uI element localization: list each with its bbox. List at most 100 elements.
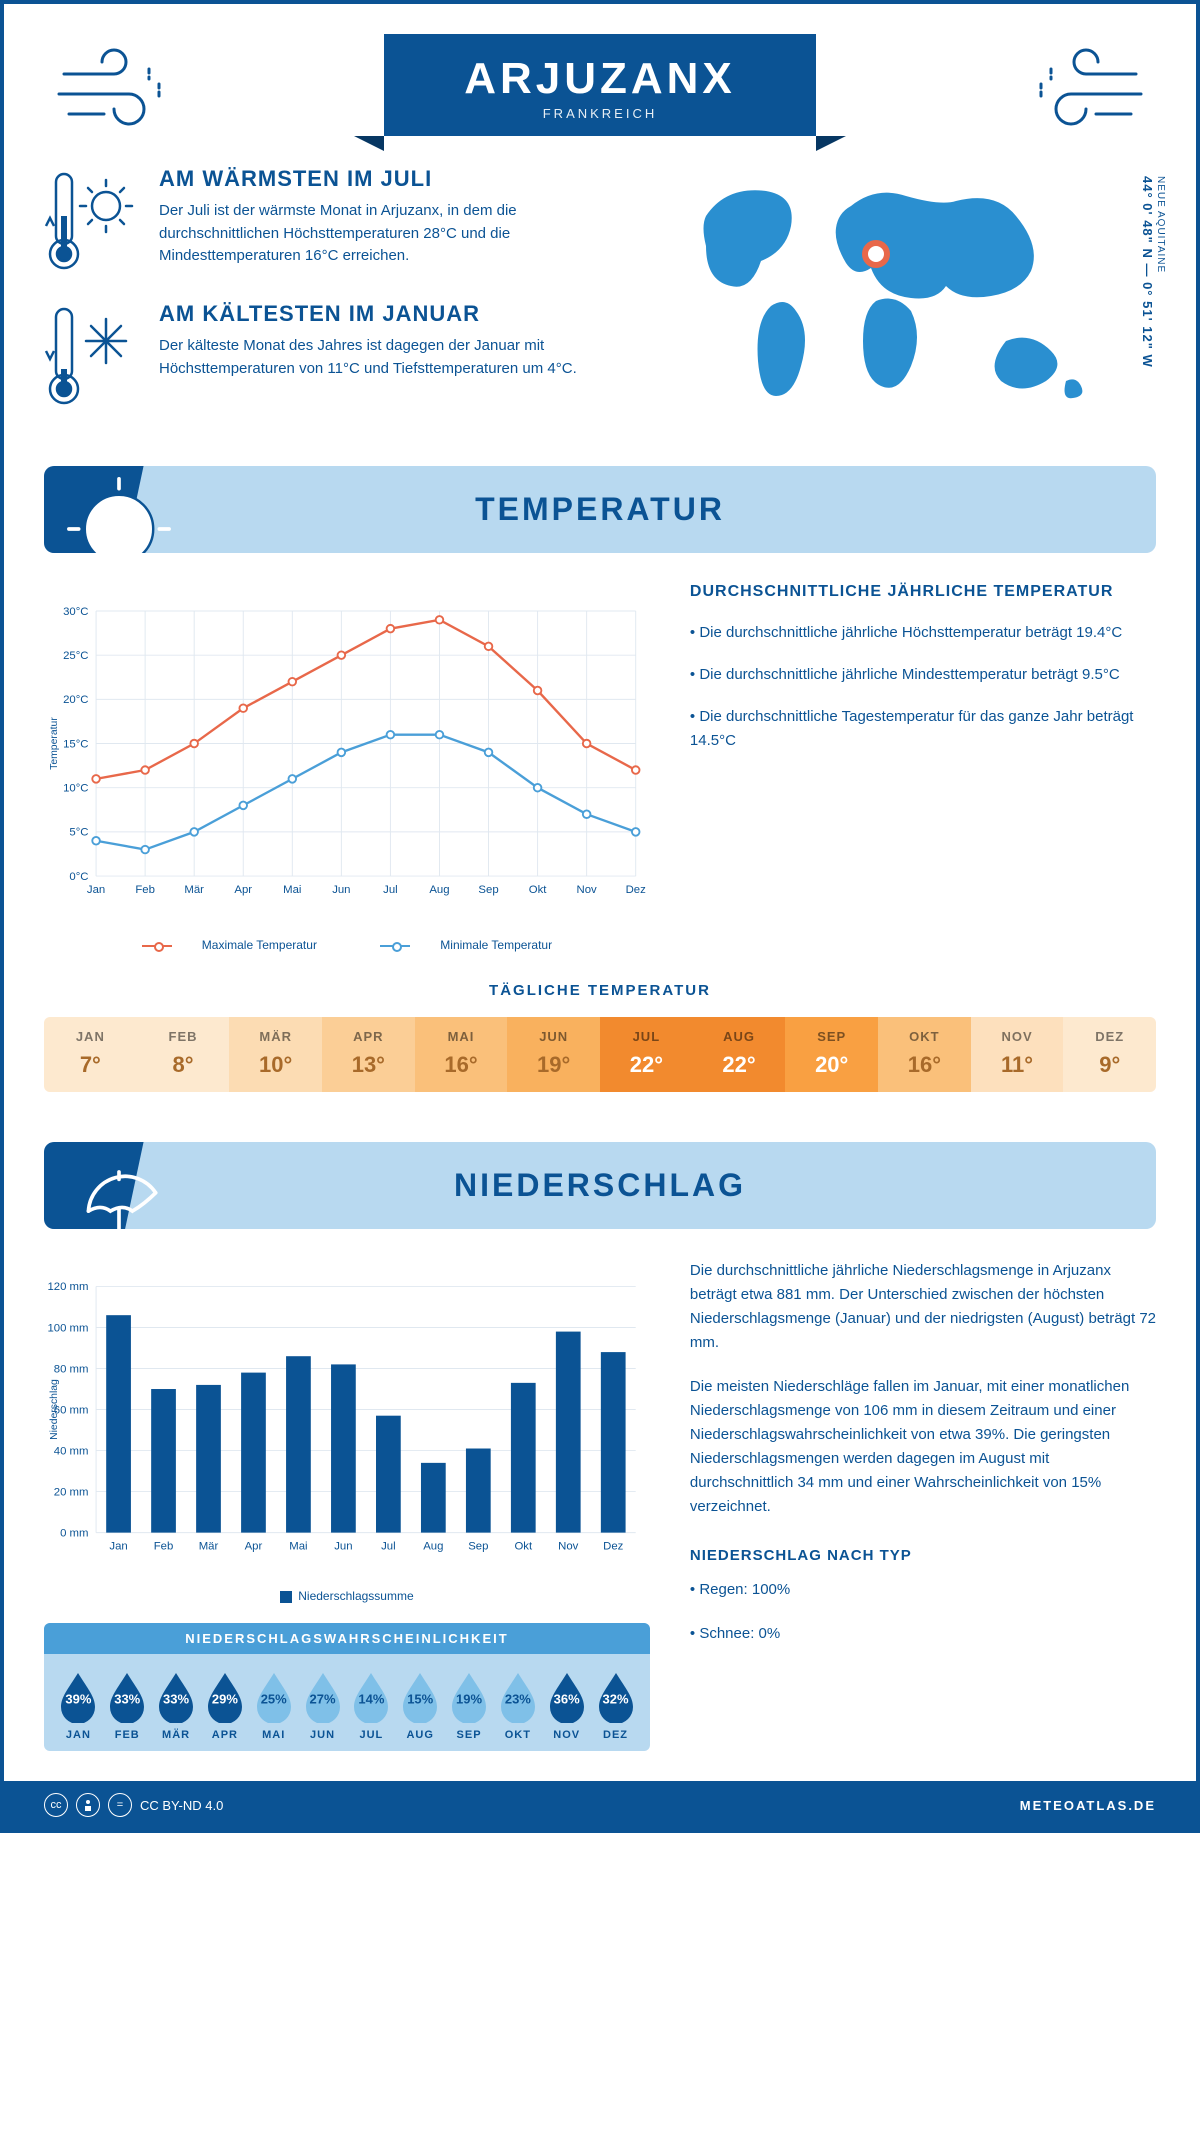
svg-text:100 mm: 100 mm [47,1322,88,1334]
svg-text:40 mm: 40 mm [54,1445,89,1457]
daily-cell: NOV11° [971,1017,1064,1092]
precipitation-bar-chart: 0 mm20 mm40 mm60 mm80 mm100 mm120 mmJanF… [44,1259,650,1579]
thermometer-cold-icon [44,301,139,411]
svg-text:25°C: 25°C [63,650,88,662]
precip-chart-legend: Niederschlagssumme [44,1589,650,1603]
svg-text:Mai: Mai [289,1541,307,1553]
precip-info: Die durchschnittliche jährliche Niedersc… [690,1259,1156,1751]
fact-warm-title: AM WÄRMSTEN IM JULI [159,166,636,192]
prob-cell: 32%DEZ [591,1669,640,1741]
section-header-precip: NIEDERSCHLAG [44,1142,1156,1229]
temperature-line-chart: 0°C 5°C 10°C 15°C 20°C 25°C 30°C Jan Feb Mär Apr Ma… [44,583,650,923]
svg-text:Jul: Jul [383,884,398,896]
temp-info-bullet: • Die durchschnittliche jährliche Mindes… [690,663,1156,687]
svg-text:Jan: Jan [87,884,105,896]
fact-warm-text: Der Juli ist der wärmste Monat in Arjuza… [159,200,636,268]
precip-heading: NIEDERSCHLAG [44,1167,1156,1204]
svg-text:0 mm: 0 mm [60,1527,88,1539]
prob-cell: 29%APR [200,1669,249,1741]
svg-text:Jun: Jun [332,884,350,896]
daily-cell: JUL22° [600,1017,693,1092]
fact-coldest: AM KÄLTESTEN IM JANUAR Der kälteste Mona… [44,301,636,411]
nd-icon: = [108,1793,132,1817]
svg-text:120 mm: 120 mm [47,1281,88,1293]
prob-cell: 27%JUN [298,1669,347,1741]
precip-type-snow: • Schnee: 0% [690,1622,1156,1646]
daily-cell: MAI16° [415,1017,508,1092]
prob-cell: 33%MÄR [152,1669,201,1741]
daily-cell: MÄR10° [229,1017,322,1092]
svg-text:Sep: Sep [478,884,498,896]
svg-text:Okt: Okt [514,1541,533,1553]
thermometer-hot-icon [44,166,139,276]
svg-text:Mai: Mai [283,884,301,896]
prob-cell: 36%NOV [542,1669,591,1741]
umbrella-icon [59,1150,179,1229]
svg-text:Okt: Okt [529,884,548,896]
daily-cell: AUG22° [693,1017,786,1092]
license-label: CC BY-ND 4.0 [140,1798,223,1813]
svg-text:30°C: 30°C [63,606,88,618]
intro-section: AM WÄRMSTEN IM JULI Der Juli ist der wär… [44,166,1156,436]
temp-info-bullet: • Die durchschnittliche Tagestemperatur … [690,705,1156,753]
svg-text:10°C: 10°C [63,783,88,795]
daily-cell: DEZ9° [1063,1017,1156,1092]
sun-icon [59,474,179,553]
svg-text:0°C: 0°C [69,871,88,883]
precip-info-paragraph: Die durchschnittliche jährliche Niedersc… [690,1259,1156,1355]
prob-heading: NIEDERSCHLAGSWAHRSCHEINLICHKEIT [44,1623,650,1654]
svg-text:Mär: Mär [184,884,204,896]
header: ARJUZANX FRANKREICH [44,34,1156,136]
svg-text:Jan: Jan [109,1541,127,1553]
precip-probability-box: NIEDERSCHLAGSWAHRSCHEINLICHKEIT 39%JAN33… [44,1623,650,1751]
svg-text:Feb: Feb [135,884,155,896]
cc-icon: cc [44,1793,68,1817]
world-map-icon [676,166,1106,416]
fact-cold-text: Der kälteste Monat des Jahres ist dagege… [159,335,636,380]
daily-cell: JUN19° [507,1017,600,1092]
lon-label: 0° 51' 12" W [1140,282,1155,368]
prob-cell: 25%MAI [249,1669,298,1741]
svg-text:15°C: 15°C [63,738,88,750]
footer: cc = CC BY-ND 4.0 METEOATLAS.DE [4,1781,1196,1829]
svg-text:Dez: Dez [626,884,647,896]
prob-cell: 15%AUG [396,1669,445,1741]
temp-chart-legend: Maximale Temperatur Minimale Temperatur [44,938,650,952]
svg-text:20 mm: 20 mm [54,1486,89,1498]
precip-info-paragraph: Die meisten Niederschläge fallen im Janu… [690,1375,1156,1519]
svg-text:Temperatur: Temperatur [49,717,60,770]
prob-cell: 23%OKT [493,1669,542,1741]
svg-text:Nov: Nov [577,884,598,896]
prob-cell: 14%JUL [347,1669,396,1741]
daily-temp-heading: TÄGLICHE TEMPERATUR [44,982,1156,999]
city-title: ARJUZANX [464,54,736,104]
precip-type-rain: • Regen: 100% [690,1578,1156,1602]
svg-text:Jun: Jun [334,1541,352,1553]
prob-cell: 33%FEB [103,1669,152,1741]
section-header-temperature: TEMPERATUR [44,466,1156,553]
svg-text:5°C: 5°C [69,827,88,839]
wind-icon [54,44,174,134]
infographic-frame: ARJUZANX FRANKREICH AM WÄRMSTEN IM JULI … [0,0,1200,1833]
region-label: NEUE AQUITAINE [1155,176,1166,421]
precip-type-heading: NIEDERSCHLAG NACH TYP [690,1544,1156,1568]
svg-text:Apr: Apr [234,884,252,896]
daily-cell: FEB8° [137,1017,230,1092]
fact-cold-title: AM KÄLTESTEN IM JANUAR [159,301,636,327]
svg-text:Sep: Sep [468,1541,488,1553]
daily-cell: SEP20° [785,1017,878,1092]
temp-info-heading: DURCHSCHNITTLICHE JÄHRLICHE TEMPERATUR [690,583,1156,601]
daily-cell: OKT16° [878,1017,971,1092]
temp-info-bullet: • Die durchschnittliche jährliche Höchst… [690,621,1156,645]
country-subtitle: FRANKREICH [464,106,736,121]
site-label: METEOATLAS.DE [1020,1798,1156,1813]
by-icon [76,1793,100,1817]
svg-text:Aug: Aug [429,884,449,896]
wind-icon [1026,44,1146,134]
title-banner: ARJUZANX FRANKREICH [384,34,816,136]
svg-text:20°C: 20°C [63,694,88,706]
svg-text:Niederschlag: Niederschlag [49,1379,60,1440]
svg-text:Jul: Jul [381,1541,396,1553]
svg-text:Mär: Mär [199,1541,219,1553]
prob-cell: 39%JAN [54,1669,103,1741]
